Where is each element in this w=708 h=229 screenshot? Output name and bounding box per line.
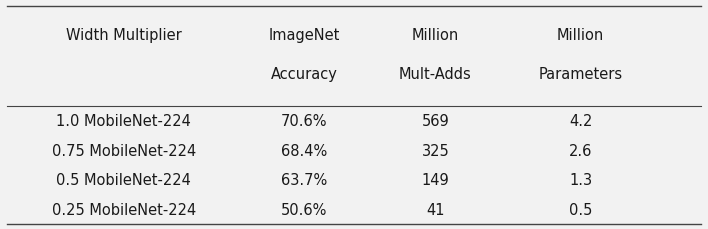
Text: 2.6: 2.6 bbox=[569, 143, 593, 158]
Text: 41: 41 bbox=[426, 202, 445, 217]
Text: Mult-Adds: Mult-Adds bbox=[399, 67, 472, 82]
Text: 569: 569 bbox=[421, 114, 450, 129]
Text: 1.3: 1.3 bbox=[569, 173, 592, 188]
Text: 1.0 MobileNet-224: 1.0 MobileNet-224 bbox=[57, 114, 191, 129]
Text: ImageNet: ImageNet bbox=[269, 28, 340, 43]
Text: 325: 325 bbox=[421, 143, 450, 158]
Text: 0.25 MobileNet-224: 0.25 MobileNet-224 bbox=[52, 202, 196, 217]
Text: 50.6%: 50.6% bbox=[281, 202, 328, 217]
Text: 0.75 MobileNet-224: 0.75 MobileNet-224 bbox=[52, 143, 196, 158]
Text: 0.5 MobileNet-224: 0.5 MobileNet-224 bbox=[57, 173, 191, 188]
Text: Million: Million bbox=[412, 28, 459, 43]
Text: 70.6%: 70.6% bbox=[281, 114, 328, 129]
Text: Accuracy: Accuracy bbox=[271, 67, 338, 82]
Text: 4.2: 4.2 bbox=[569, 114, 593, 129]
Text: 68.4%: 68.4% bbox=[281, 143, 328, 158]
Text: 0.5: 0.5 bbox=[569, 202, 593, 217]
Text: Million: Million bbox=[557, 28, 604, 43]
Text: 63.7%: 63.7% bbox=[281, 173, 328, 188]
Text: Parameters: Parameters bbox=[539, 67, 622, 82]
Text: 149: 149 bbox=[421, 173, 450, 188]
Text: Width Multiplier: Width Multiplier bbox=[66, 28, 182, 43]
